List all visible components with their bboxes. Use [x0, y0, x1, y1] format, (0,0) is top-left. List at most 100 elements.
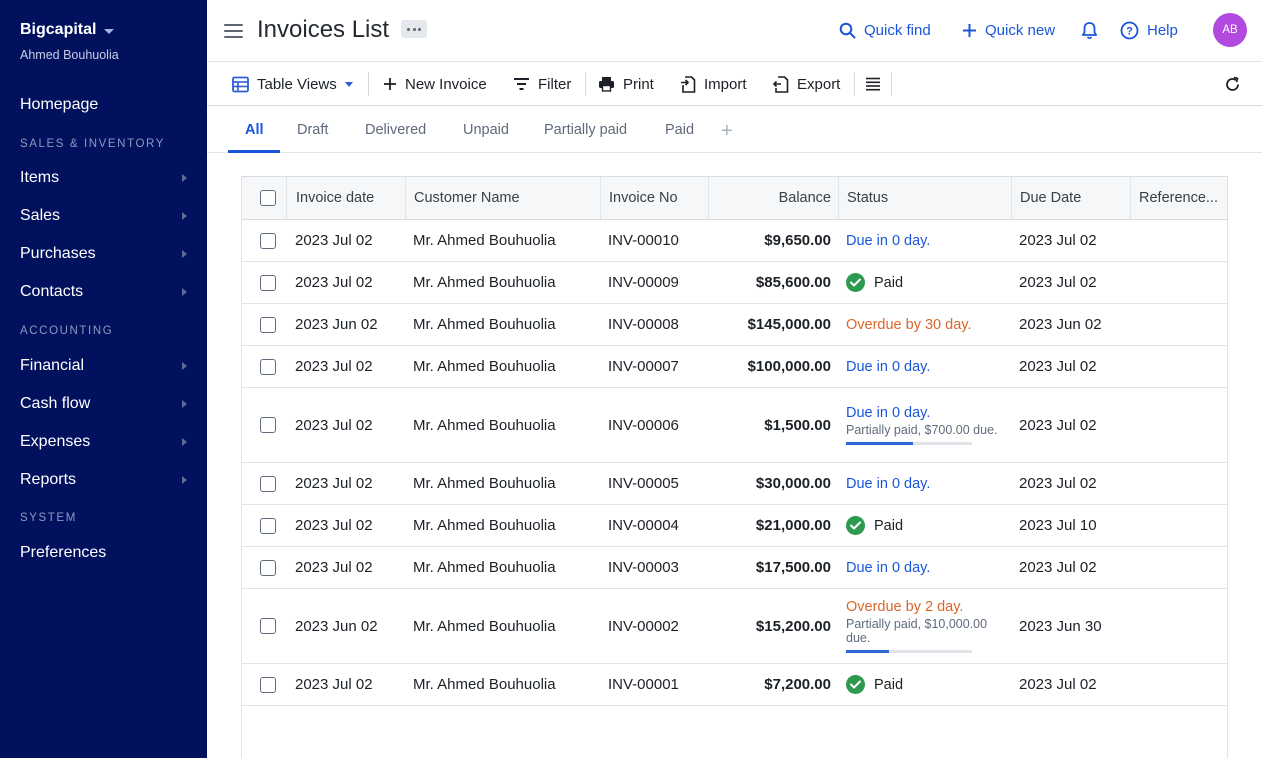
row-checkbox[interactable] — [259, 232, 276, 249]
row-checkbox[interactable] — [259, 559, 276, 576]
sidebar-item-contacts[interactable]: Contacts — [0, 274, 207, 310]
sidebar-item-preferences[interactable]: Preferences — [20, 544, 107, 561]
chevron-right-icon — [182, 438, 187, 446]
notifications-button[interactable] — [1081, 19, 1098, 41]
sidebar-item-expenses[interactable]: Expenses — [0, 424, 207, 460]
cell-status: Due in 0 day. — [838, 463, 1012, 504]
cell-balance: $21,000.00 — [755, 517, 831, 534]
export-button[interactable]: Export — [773, 72, 840, 96]
cell-invoice-date: 2023 Jun 02 — [295, 316, 378, 333]
table-row[interactable]: 2023 Jul 02 Mr. Ahmed Bouhuolia INV-00009 $… — [242, 262, 1227, 304]
table-icon — [232, 76, 249, 92]
cell-customer-name: Mr. Ahmed Bouhuolia — [413, 475, 556, 492]
quick-new-button[interactable]: Quick new — [962, 19, 1055, 41]
quick-find-button[interactable]: Quick find — [839, 19, 931, 41]
tab-delivered[interactable]: Delivered — [365, 122, 427, 138]
select-all-cell — [242, 177, 293, 219]
cell-balance: $145,000.00 — [747, 316, 831, 333]
col-customer-name[interactable]: Customer Name — [405, 177, 601, 219]
print-button[interactable]: Print — [598, 72, 654, 96]
chevron-right-icon — [182, 212, 187, 220]
chevron-right-icon — [182, 250, 187, 258]
sidebar-item-items[interactable]: Items — [0, 160, 207, 196]
sidebar-item-sales[interactable]: Sales — [0, 198, 207, 234]
sidebar-item-purchases[interactable]: Purchases — [0, 236, 207, 272]
org-switcher[interactable]: Bigcapital Ahmed Bouhuolia — [20, 21, 119, 62]
user-avatar[interactable]: AB — [1213, 13, 1247, 47]
select-all-checkbox[interactable] — [259, 190, 276, 206]
col-due-date[interactable]: Due Date — [1011, 177, 1131, 219]
cell-invoice-no: INV-00001 — [608, 676, 679, 693]
table-views-button[interactable]: Table Views — [232, 72, 353, 96]
row-checkbox[interactable] — [259, 676, 276, 693]
row-checkbox[interactable] — [259, 517, 276, 534]
row-checkbox[interactable] — [259, 618, 276, 634]
refresh-button[interactable] — [1224, 72, 1241, 96]
add-view-icon[interactable]: + — [721, 120, 733, 142]
table-row[interactable]: 2023 Jul 02 Mr. Ahmed Bouhuolia INV-00004 $… — [242, 505, 1227, 547]
cell-customer-name: Mr. Ahmed Bouhuolia — [413, 517, 556, 534]
col-reference[interactable]: Reference... — [1130, 177, 1227, 219]
cell-invoice-no: INV-00009 — [608, 274, 679, 291]
sidebar-item-cash-flow[interactable]: Cash flow — [0, 386, 207, 422]
row-checkbox-cell — [242, 664, 293, 705]
sidebar-item-homepage[interactable]: Homepage — [20, 96, 99, 113]
status-label: Due in 0 day. — [846, 475, 931, 492]
cell-customer-name: Mr. Ahmed Bouhuolia — [413, 416, 556, 434]
cell-balance: $1,500.00 — [764, 416, 831, 434]
new-invoice-button[interactable]: New Invoice — [383, 72, 487, 96]
cell-invoice-date: 2023 Jul 02 — [295, 475, 373, 492]
table-row[interactable]: 2023 Jul 02 Mr. Ahmed Bouhuolia INV-00005 $… — [242, 463, 1227, 505]
sidebar-item-reports[interactable]: Reports — [0, 462, 207, 498]
tab-all[interactable]: All — [245, 122, 264, 138]
col-invoice-date[interactable]: Invoice date — [286, 177, 406, 219]
row-checkbox[interactable] — [259, 274, 276, 291]
table-row[interactable]: 2023 Jul 02 Mr. Ahmed Bouhuolia INV-00010 $… — [242, 220, 1227, 262]
cell-invoice-no: INV-00006 — [608, 416, 679, 434]
invoice-tabs: All Draft Delivered Unpaid Partially pai… — [207, 106, 1262, 153]
cell-balance: $85,600.00 — [755, 274, 831, 291]
sidebar: Bigcapital Ahmed Bouhuolia Homepage SALE… — [0, 0, 207, 758]
row-checkbox-cell — [242, 346, 293, 387]
table-row[interactable]: 2023 Jul 02 Mr. Ahmed Bouhuolia INV-00006 $… — [242, 388, 1227, 463]
check-circle-icon — [846, 675, 865, 694]
row-checkbox-cell — [242, 304, 293, 345]
payment-progress-bar — [846, 650, 972, 654]
col-balance[interactable]: Balance — [708, 177, 839, 219]
col-invoice-no[interactable]: Invoice No — [600, 177, 708, 219]
cell-invoice-date: 2023 Jul 02 — [295, 416, 373, 434]
check-circle-icon — [846, 273, 865, 292]
table-row[interactable]: 2023 Jun 02 Mr. Ahmed Bouhuolia INV-00002 $… — [242, 589, 1227, 664]
row-checkbox[interactable] — [259, 417, 276, 433]
table-row[interactable]: 2023 Jul 02 Mr. Ahmed Bouhuolia INV-00003 $… — [242, 547, 1227, 589]
row-checkbox-cell — [242, 547, 293, 588]
row-checkbox[interactable] — [259, 475, 276, 492]
tab-partially-paid[interactable]: Partially paid — [544, 122, 628, 138]
tab-unpaid[interactable]: Unpaid — [463, 122, 509, 138]
plus-icon — [384, 78, 396, 90]
row-checkbox-cell — [242, 262, 293, 303]
table-row[interactable]: 2023 Jul 02 Mr. Ahmed Bouhuolia INV-00007 $… — [242, 346, 1227, 388]
tab-draft[interactable]: Draft — [297, 122, 329, 138]
status-badge: Paid — [846, 273, 903, 292]
more-options-button[interactable] — [401, 20, 427, 38]
svg-text:?: ? — [1126, 25, 1133, 37]
table-row[interactable]: 2023 Jun 02 Mr. Ahmed Bouhuolia INV-00008 $… — [242, 304, 1227, 346]
row-checkbox[interactable] — [259, 358, 276, 375]
cell-status: Paid — [838, 505, 1012, 546]
invoices-table: Invoice date Customer Name Invoice No Ba… — [241, 176, 1228, 758]
tab-paid[interactable]: Paid — [665, 122, 695, 138]
top-header: Invoices List Quick find Quick new ? Hel… — [207, 0, 1262, 62]
row-checkbox[interactable] — [259, 316, 276, 333]
sidebar-item-financial[interactable]: Financial — [0, 348, 207, 384]
col-status[interactable]: Status — [838, 177, 1012, 219]
status-label: Due in 0 day. — [846, 358, 931, 375]
help-button[interactable]: ? Help — [1120, 19, 1178, 41]
menu-toggle-icon[interactable] — [224, 24, 243, 38]
column-density-button[interactable] — [865, 72, 881, 96]
table-row[interactable]: 2023 Jul 02 Mr. Ahmed Bouhuolia INV-00001 $… — [242, 664, 1227, 706]
filter-button[interactable]: Filter — [513, 72, 571, 96]
import-button[interactable]: Import — [680, 72, 747, 96]
sidebar-section-accounting: ACCOUNTING — [20, 325, 114, 337]
status-label: Paid — [874, 517, 904, 534]
